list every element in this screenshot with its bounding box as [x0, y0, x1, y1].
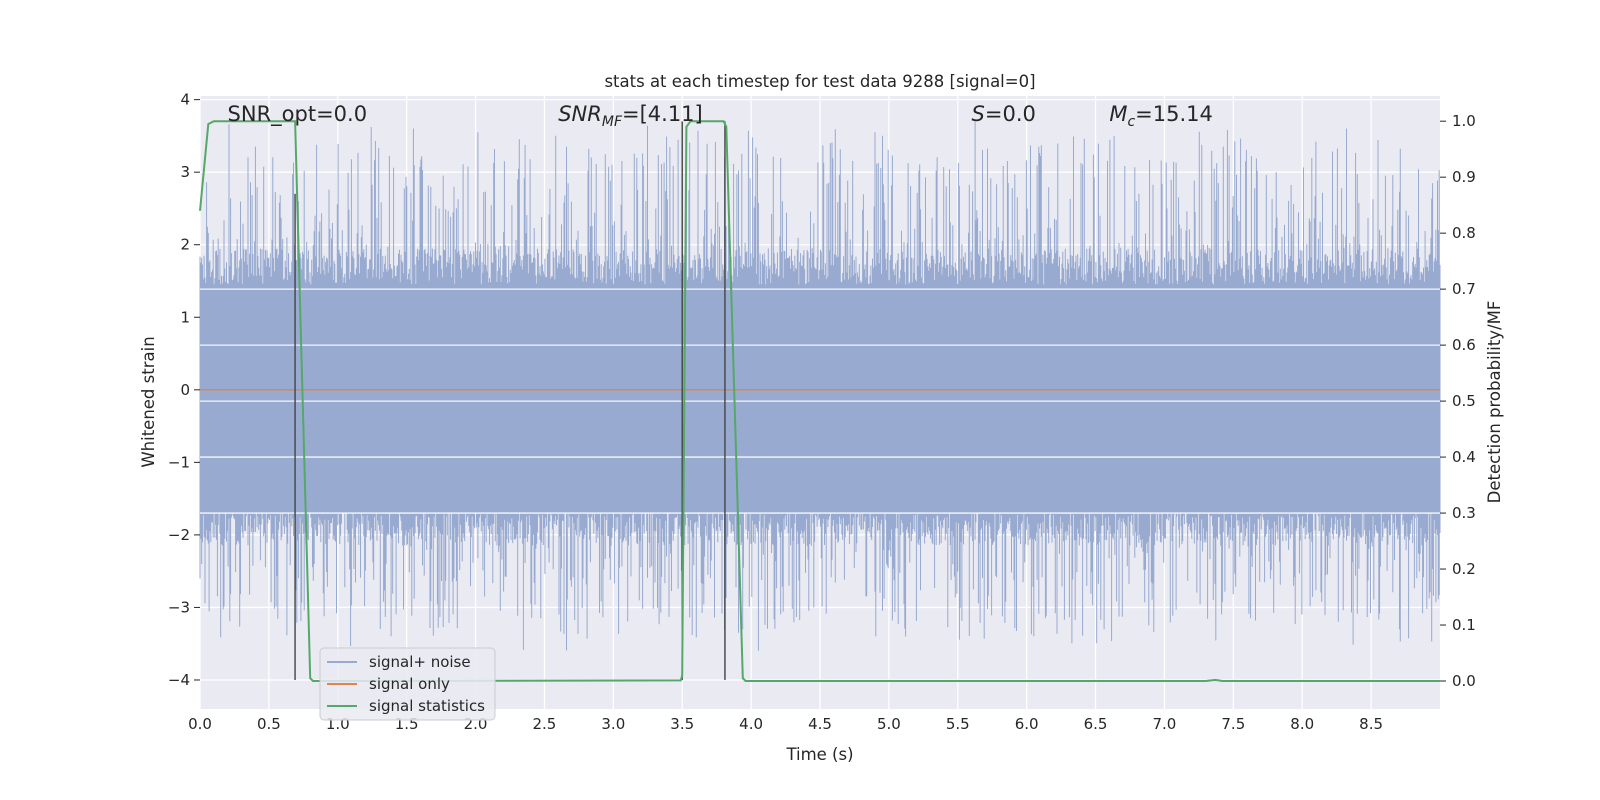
y-tick-label-2: 2	[180, 236, 190, 254]
y2-tick-label-6: 0.4	[1452, 448, 1476, 466]
annotation-s-value: S=0.0	[972, 102, 1036, 126]
x-tick-label-6: 3.0	[601, 715, 625, 733]
x-tick-label-0: 0.0	[188, 715, 212, 733]
y2-tick-label-0: 1.0	[1452, 112, 1476, 130]
x-tick-label-16: 8.0	[1290, 715, 1314, 733]
x-tick-label-1: 0.5	[257, 715, 281, 733]
y-tick-label-4: 0	[180, 381, 190, 399]
y2-tick-label-10: 0.0	[1452, 672, 1476, 690]
annotation-snr-opt: SNR_opt=0.0	[228, 102, 368, 127]
y2-axis-ticks: 1.0 0.9 0.8 0.7 0.6 0.5 0.4 0.3 0.2 0.1 0.0	[1440, 112, 1476, 690]
x-tick-label-15: 7.5	[1221, 715, 1245, 733]
x-tick-label-11: 5.5	[946, 715, 970, 733]
annotation-snr-mf: SNRMF=[4.11]	[558, 102, 703, 130]
y2-tick-label-5: 0.5	[1452, 392, 1476, 410]
y-tick-label-3: 1	[180, 308, 190, 326]
x-tick-label-17: 8.5	[1359, 715, 1383, 733]
x-tick-label-10: 5.0	[877, 715, 901, 733]
y-tick-label-0: 4	[180, 91, 190, 109]
x-tick-label-8: 4.0	[739, 715, 763, 733]
y2-tick-label-4: 0.6	[1452, 336, 1476, 354]
stat-annotations: SNR_opt=0.0 SNRMF=[4.11] S=0.0 Mc=15.14	[228, 102, 1213, 130]
series-signal-noise	[199, 121, 1441, 651]
y-tick-label-5: −1	[168, 453, 190, 471]
y-axis-ticks: 4 3 2 1 0 −1 −2 −3 −4	[168, 91, 200, 689]
y2-tick-label-8: 0.2	[1452, 560, 1476, 578]
y-tick-label-8: −4	[168, 671, 190, 689]
x-tick-label-5: 2.5	[533, 715, 557, 733]
legend-label-signal: signal only	[369, 675, 450, 693]
y2-tick-label-3: 0.7	[1452, 280, 1476, 298]
x-axis-label: Time (s)	[785, 745, 853, 764]
legend-label-noise: signal+ noise	[369, 653, 471, 671]
legend-label-stats: signal statistics	[369, 697, 485, 715]
x-tick-label-12: 6.0	[1015, 715, 1039, 733]
y-axis-label: Whitened strain	[139, 336, 158, 467]
x-tick-label-14: 7.0	[1153, 715, 1177, 733]
y2-axis-label: Detection probability/MF	[1485, 301, 1504, 504]
chart-title: stats at each timestep for test data 928…	[604, 72, 1035, 91]
signal-statistics-line	[199, 120, 1440, 682]
y2-tick-label-1: 0.9	[1452, 168, 1476, 186]
legend: signal+ noise signal only signal statist…	[319, 647, 496, 721]
y2-tick-label-9: 0.1	[1452, 616, 1476, 634]
x-tick-label-13: 6.5	[1084, 715, 1108, 733]
x-tick-label-7: 3.5	[670, 715, 694, 733]
x-tick-label-9: 4.5	[808, 715, 832, 733]
y-tick-label-6: −2	[168, 526, 190, 544]
legend-frame	[319, 647, 496, 721]
y-tick-label-1: 3	[180, 163, 190, 181]
y-tick-label-7: −3	[168, 598, 190, 616]
y2-tick-label-7: 0.3	[1452, 504, 1476, 522]
annotation-mc-value: Mc=15.14	[1109, 102, 1213, 130]
noise-core	[200, 295, 1440, 514]
series-signal-statistics	[199, 120, 1440, 682]
y2-tick-label-2: 0.8	[1452, 224, 1476, 242]
